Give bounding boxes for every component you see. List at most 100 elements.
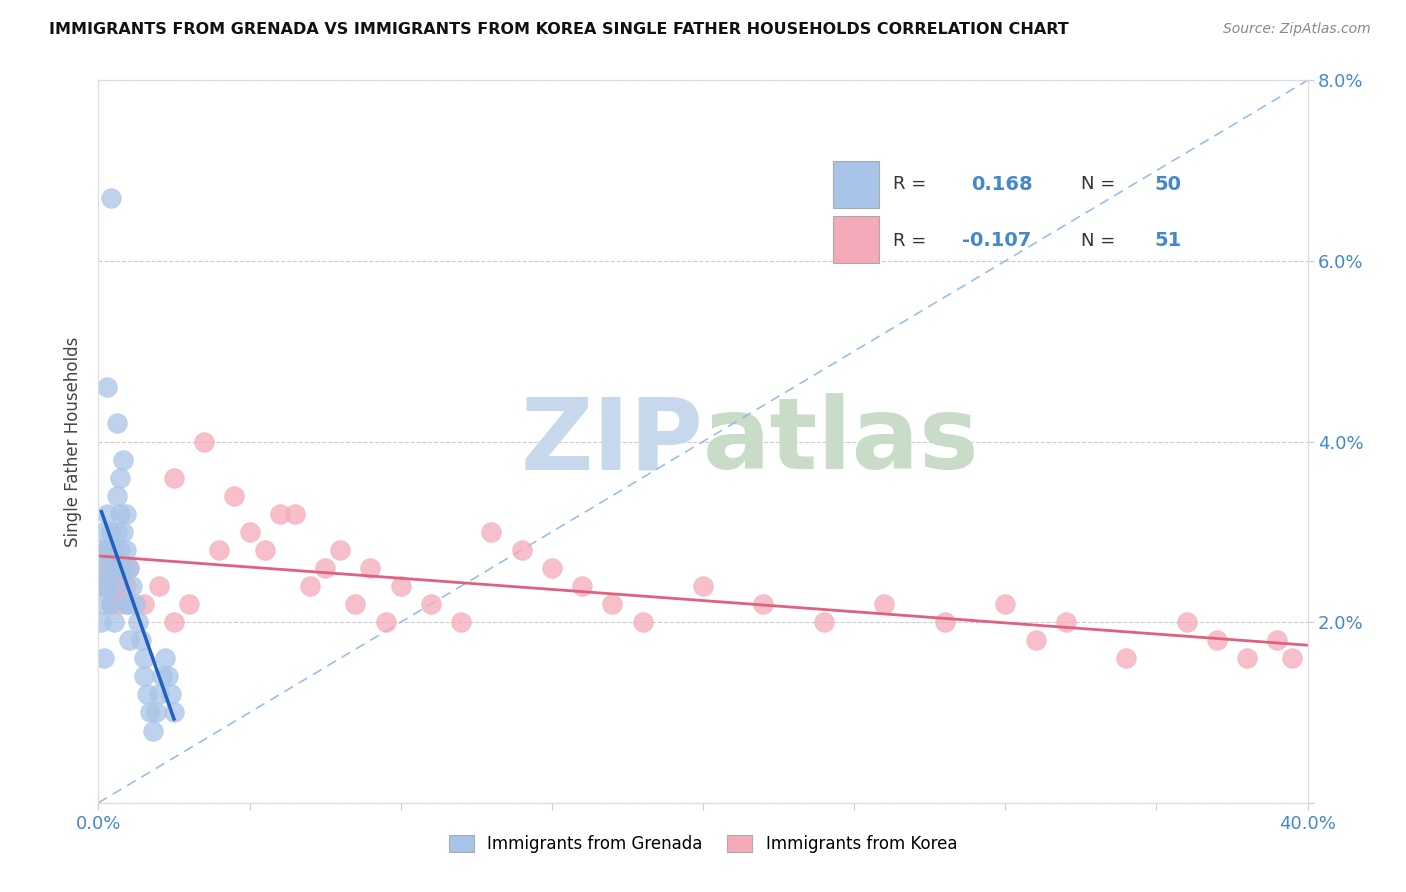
Point xyxy=(540,561,562,575)
Point xyxy=(602,597,624,611)
Point xyxy=(93,597,115,611)
Point xyxy=(100,561,122,575)
Point xyxy=(1115,651,1137,665)
Y-axis label: Single Father Households: Single Father Households xyxy=(65,336,83,547)
Point xyxy=(103,579,125,593)
Point xyxy=(90,615,112,630)
Point xyxy=(208,542,231,557)
Point xyxy=(571,579,593,593)
Point xyxy=(1236,651,1258,665)
Point xyxy=(108,597,131,611)
Point xyxy=(239,524,262,539)
Point xyxy=(103,615,125,630)
Point xyxy=(105,489,128,503)
Point xyxy=(118,561,141,575)
Point xyxy=(813,615,835,630)
Point xyxy=(132,651,155,665)
Point xyxy=(105,417,128,431)
Point xyxy=(148,579,170,593)
Text: atlas: atlas xyxy=(703,393,980,490)
Point xyxy=(142,723,165,738)
Point xyxy=(114,542,136,557)
Point xyxy=(163,706,186,720)
Point xyxy=(100,191,122,205)
Point xyxy=(96,380,118,394)
Point xyxy=(96,507,118,521)
Point xyxy=(118,561,141,575)
Point xyxy=(934,615,956,630)
Point xyxy=(314,561,336,575)
Point xyxy=(93,579,115,593)
Point xyxy=(108,542,131,557)
Point xyxy=(132,597,155,611)
Point xyxy=(103,542,125,557)
Point xyxy=(299,579,322,593)
Point xyxy=(90,579,112,593)
Point xyxy=(160,687,183,701)
Point xyxy=(450,615,472,630)
Point xyxy=(153,651,176,665)
Point xyxy=(284,507,307,521)
Point xyxy=(132,669,155,683)
Point xyxy=(253,542,276,557)
Point xyxy=(111,561,134,575)
Point xyxy=(360,561,382,575)
Point xyxy=(103,561,125,575)
Point xyxy=(129,633,152,648)
Point xyxy=(1206,633,1229,648)
Text: Source: ZipAtlas.com: Source: ZipAtlas.com xyxy=(1223,22,1371,37)
Point xyxy=(111,524,134,539)
Point xyxy=(752,597,775,611)
Point xyxy=(139,706,162,720)
Point xyxy=(105,524,128,539)
Point xyxy=(100,597,122,611)
Point xyxy=(90,561,112,575)
Point xyxy=(111,452,134,467)
Point xyxy=(156,669,179,683)
Point xyxy=(1281,651,1303,665)
Point xyxy=(224,489,246,503)
Point xyxy=(108,471,131,485)
Point xyxy=(631,615,654,630)
Point xyxy=(96,542,118,557)
Point xyxy=(93,524,115,539)
Point xyxy=(374,615,396,630)
Point xyxy=(193,434,215,449)
Point xyxy=(329,542,352,557)
Point xyxy=(148,687,170,701)
Text: IMMIGRANTS FROM GRENADA VS IMMIGRANTS FROM KOREA SINGLE FATHER HOUSEHOLDS CORREL: IMMIGRANTS FROM GRENADA VS IMMIGRANTS FR… xyxy=(49,22,1069,37)
Point xyxy=(150,669,173,683)
Point xyxy=(179,597,201,611)
Point xyxy=(118,597,141,611)
Point xyxy=(96,579,118,593)
Point xyxy=(873,597,896,611)
Point xyxy=(114,597,136,611)
Point xyxy=(118,633,141,648)
Point xyxy=(93,651,115,665)
Point xyxy=(692,579,714,593)
Point xyxy=(105,561,128,575)
Point xyxy=(1024,633,1046,648)
Point xyxy=(96,542,118,557)
Point xyxy=(114,579,136,593)
Legend: Immigrants from Grenada, Immigrants from Korea: Immigrants from Grenada, Immigrants from… xyxy=(441,828,965,860)
Point xyxy=(105,579,128,593)
Point xyxy=(389,579,412,593)
Point xyxy=(420,597,443,611)
Point xyxy=(1267,633,1289,648)
Point xyxy=(269,507,291,521)
Point xyxy=(108,507,131,521)
Text: ZIP: ZIP xyxy=(520,393,703,490)
Point xyxy=(90,542,112,557)
Point xyxy=(100,524,122,539)
Point xyxy=(93,561,115,575)
Point xyxy=(1175,615,1198,630)
Point xyxy=(344,597,367,611)
Point xyxy=(135,687,157,701)
Point xyxy=(994,597,1017,611)
Point xyxy=(121,579,143,593)
Point xyxy=(163,471,186,485)
Point xyxy=(1054,615,1077,630)
Point xyxy=(481,524,503,539)
Point xyxy=(124,597,146,611)
